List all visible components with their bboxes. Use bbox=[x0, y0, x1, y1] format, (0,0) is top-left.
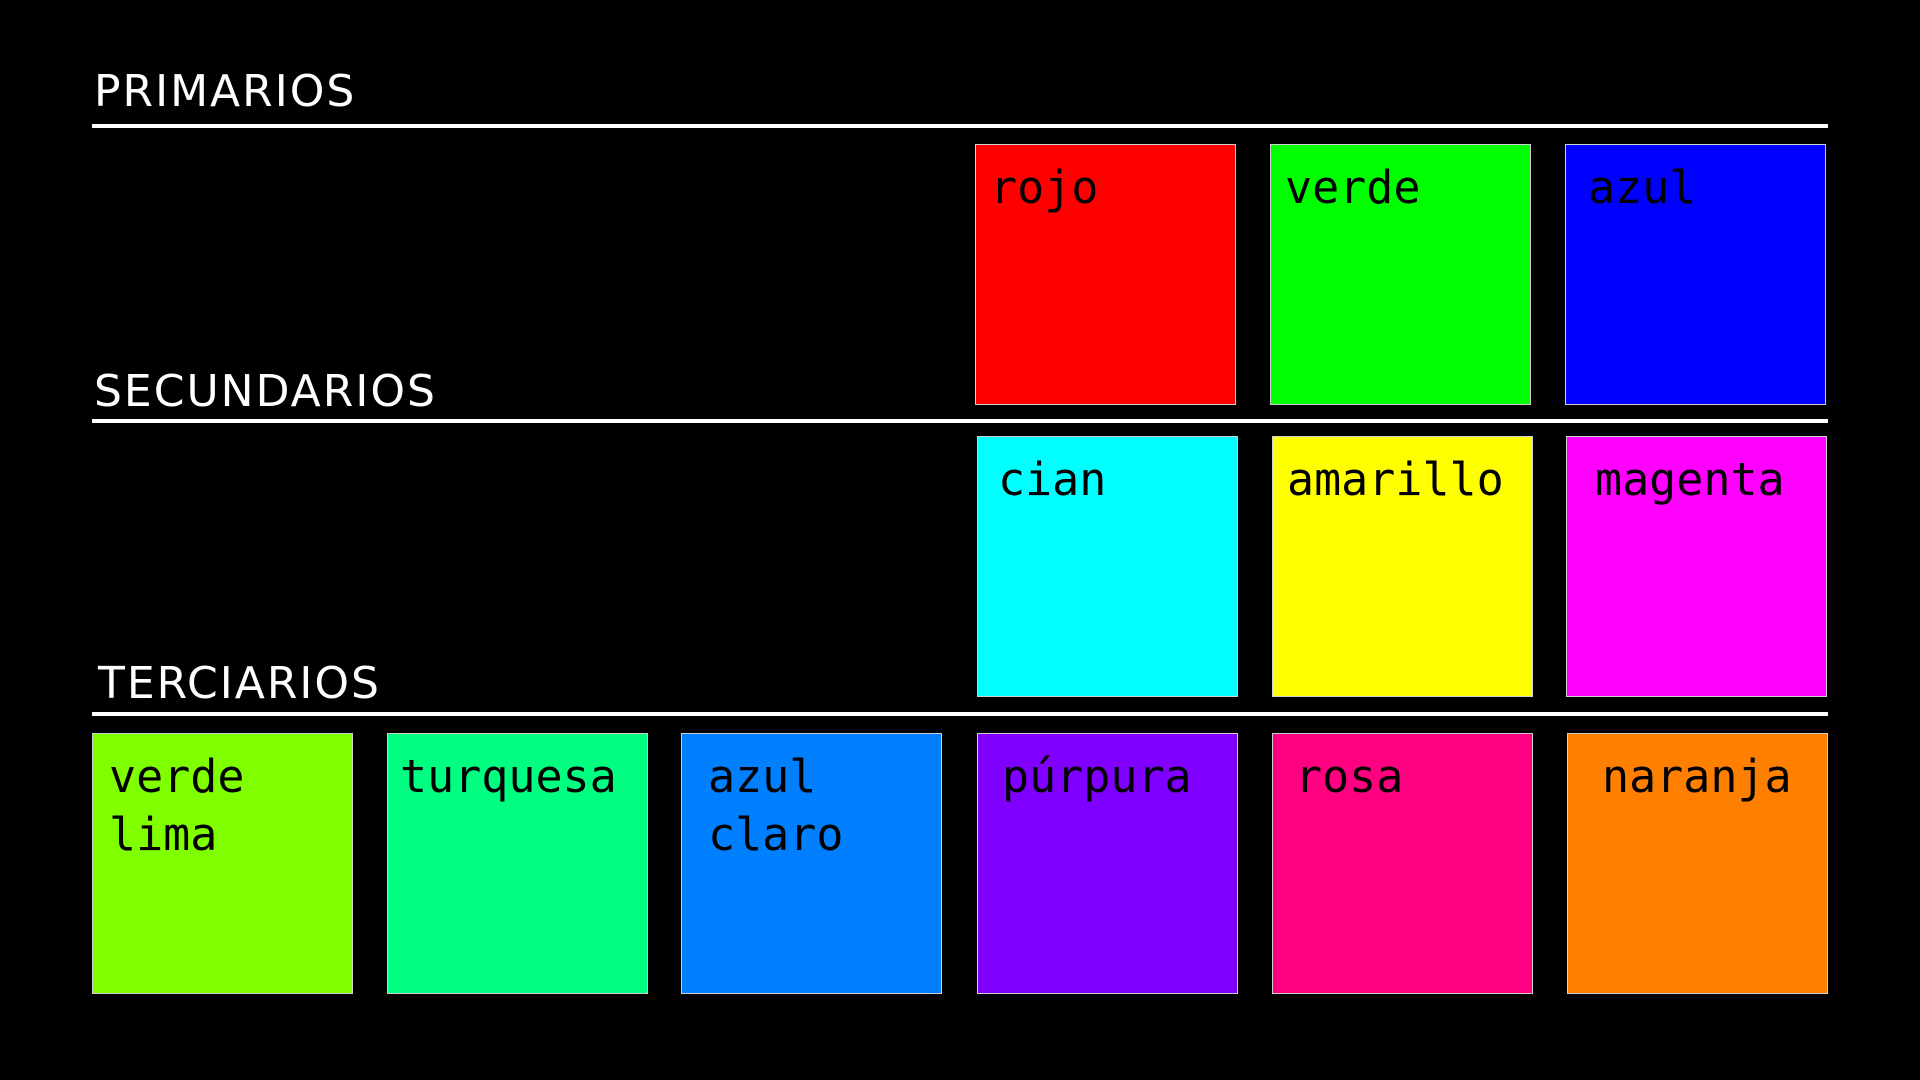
divider-tertiary bbox=[92, 712, 1828, 716]
swatch-label: púrpura bbox=[1002, 750, 1192, 803]
swatch-naranja: naranja bbox=[1567, 733, 1828, 994]
swatch-azul-claro: azul claro bbox=[681, 733, 942, 994]
swatch-label: cian bbox=[998, 453, 1107, 506]
swatch-label: verde lima bbox=[109, 750, 245, 861]
swatch-cian: cian bbox=[977, 436, 1238, 697]
section-title-tertiary: TERCIARIOS bbox=[98, 658, 381, 709]
swatch-label: azul claro bbox=[708, 750, 844, 861]
swatch-azul: azul bbox=[1565, 144, 1826, 405]
swatch-rojo: rojo bbox=[975, 144, 1236, 405]
swatch-verde: verde bbox=[1270, 144, 1531, 405]
divider-secondary bbox=[92, 419, 1828, 423]
swatch-label: naranja bbox=[1602, 750, 1792, 803]
section-title-secondary: SECUNDARIOS bbox=[94, 366, 437, 417]
swatch-purpura: púrpura bbox=[977, 733, 1238, 994]
swatch-rosa: rosa bbox=[1272, 733, 1533, 994]
swatch-label: rosa bbox=[1295, 750, 1404, 803]
swatch-label: rojo bbox=[990, 161, 1099, 214]
swatch-label: azul bbox=[1588, 161, 1697, 214]
swatch-label: verde bbox=[1285, 161, 1421, 214]
swatch-verde-lima: verde lima bbox=[92, 733, 353, 994]
swatch-turquesa: turquesa bbox=[387, 733, 648, 994]
divider-primary bbox=[92, 124, 1828, 128]
swatch-amarillo: amarillo bbox=[1272, 436, 1533, 697]
swatch-label: magenta bbox=[1595, 453, 1785, 506]
swatch-magenta: magenta bbox=[1566, 436, 1827, 697]
swatch-label: turquesa bbox=[400, 750, 617, 803]
swatch-label: amarillo bbox=[1287, 453, 1504, 506]
section-title-primary: PRIMARIOS bbox=[94, 66, 357, 117]
